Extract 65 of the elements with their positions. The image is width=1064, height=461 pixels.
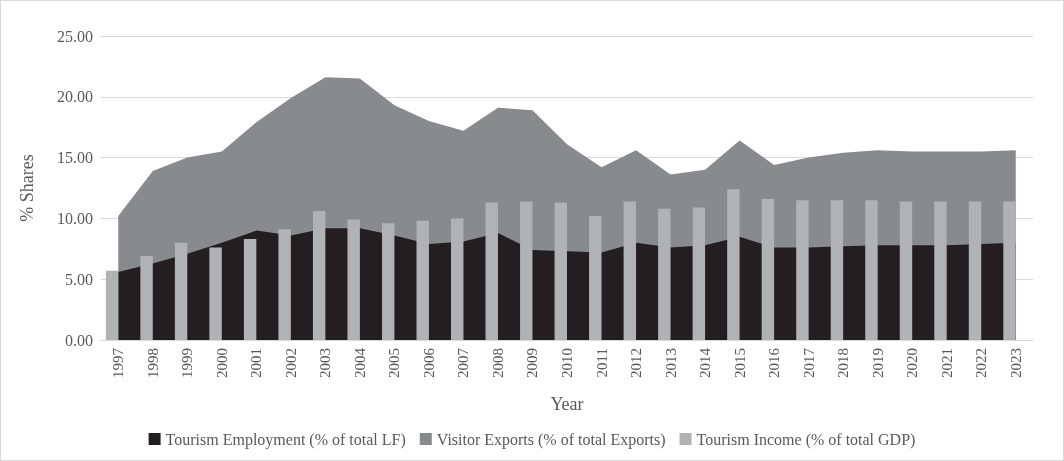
bar bbox=[796, 200, 809, 340]
x-tick-label: 2012 bbox=[628, 348, 645, 378]
bar bbox=[658, 208, 671, 340]
x-tick-label: 2001 bbox=[248, 348, 265, 378]
bar bbox=[1003, 201, 1016, 340]
bar bbox=[278, 229, 291, 340]
y-tick-label: 5.00 bbox=[65, 270, 93, 288]
legend-label: Tourism Employment (% of total LF) bbox=[165, 430, 406, 449]
bar bbox=[968, 201, 982, 340]
bar bbox=[416, 220, 429, 340]
bar bbox=[692, 207, 706, 340]
legend-label: Visitor Exports (% of total Exports) bbox=[436, 430, 666, 449]
bar bbox=[934, 201, 947, 340]
x-tick-label: 2009 bbox=[524, 348, 541, 378]
legend-label: Tourism Income (% of total GDP) bbox=[696, 430, 916, 449]
bar bbox=[243, 239, 257, 340]
bar bbox=[761, 198, 775, 340]
bar bbox=[554, 202, 567, 340]
bar bbox=[865, 200, 878, 340]
x-tick-label: 2020 bbox=[904, 348, 921, 378]
x-tick-label: 2010 bbox=[559, 348, 575, 378]
x-tick-label: 1998 bbox=[144, 348, 161, 378]
x-tick-label: 2019 bbox=[869, 348, 886, 378]
x-tick-label: 1999 bbox=[179, 348, 196, 378]
x-tick-label: 2013 bbox=[662, 348, 679, 378]
y-tick-label: 25.00 bbox=[57, 27, 93, 45]
x-tick-label: 2004 bbox=[351, 347, 368, 378]
bar bbox=[140, 256, 153, 340]
x-tick-label: 2007 bbox=[455, 347, 472, 378]
x-tick-label: 2018 bbox=[835, 348, 852, 378]
x-tick-label: 2017 bbox=[800, 347, 817, 378]
x-tick-label: 2003 bbox=[317, 348, 334, 378]
bar bbox=[451, 218, 464, 340]
x-tick-label: 2005 bbox=[386, 348, 403, 378]
bar bbox=[520, 201, 533, 340]
y-tick-label: 20.00 bbox=[57, 88, 93, 106]
x-tick-label: 1997 bbox=[110, 347, 127, 378]
x-tick-label: 2011 bbox=[593, 348, 610, 378]
x-tick-label: 2002 bbox=[282, 348, 299, 378]
bar bbox=[347, 219, 360, 340]
bar bbox=[485, 202, 498, 340]
x-tick-label: 2023 bbox=[1007, 348, 1024, 378]
x-tick-label: 2000 bbox=[213, 348, 230, 378]
y-tick-label: 0.00 bbox=[65, 331, 93, 349]
x-tick-label: 2015 bbox=[731, 348, 748, 378]
bar bbox=[727, 189, 740, 340]
bar bbox=[899, 201, 913, 340]
x-tick-label: 2016 bbox=[766, 347, 783, 378]
x-tick-label: 2022 bbox=[973, 348, 990, 378]
y-tick-label: 15.00 bbox=[57, 149, 93, 167]
bar bbox=[105, 270, 119, 340]
x-tick-label: 2008 bbox=[489, 348, 506, 378]
x-tick-label: 2021 bbox=[938, 348, 955, 378]
bar bbox=[830, 200, 844, 340]
bar bbox=[589, 215, 602, 340]
bar bbox=[312, 211, 326, 340]
x-tick-label: 2014 bbox=[697, 347, 714, 378]
y-axis-title: % Shares bbox=[17, 154, 37, 222]
x-tick-label: 2006 bbox=[420, 347, 437, 378]
bar bbox=[381, 223, 395, 340]
bar bbox=[174, 242, 188, 340]
bar bbox=[623, 201, 637, 340]
x-axis-title: Year bbox=[550, 394, 584, 414]
y-tick-label: 10.00 bbox=[57, 209, 93, 227]
bar bbox=[209, 247, 222, 340]
